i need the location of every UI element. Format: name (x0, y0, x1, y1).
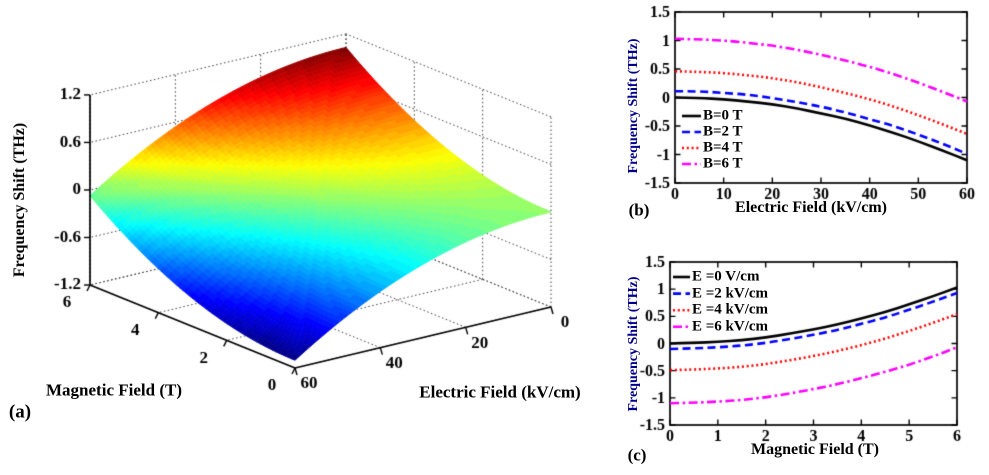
panel-c-xaxis-label: Magnetic Field (T) (751, 441, 879, 458)
panel-c-yaxis-label: Frequency Shift (THz) (626, 276, 641, 412)
legend-label-e0: E =0 V/cm (692, 268, 760, 285)
panel-a-letter: (a) (8, 401, 32, 423)
panel-b-letter: (b) (628, 200, 650, 220)
panel-a-yaxis-label: Electric Field (kV/cm) (419, 382, 581, 402)
line-plot-b-canvas (620, 0, 989, 218)
legend-label-b4: B=4 T (703, 139, 743, 156)
legend-label-b6: B=6 T (703, 155, 743, 172)
legend-label-e6: E =6 kV/cm (692, 318, 769, 335)
panel-c-letter: (c) (627, 445, 647, 465)
surface-plot-canvas (0, 0, 620, 475)
panel-a-zaxis-label: Frequency Shift (THz) (11, 122, 28, 278)
legend-label-e4: E =4 kV/cm (692, 301, 769, 318)
legend-label-e2: E =2 kV/cm (692, 285, 769, 302)
panel-a-xaxis-label: Magnetic Field (T) (46, 380, 182, 400)
line-plot-c-canvas (620, 218, 989, 475)
legend-label-b0: B=0 T (703, 107, 743, 124)
legend-label-b2: B=2 T (703, 123, 743, 140)
panel-b-xaxis-label: Electric Field (kV/cm) (735, 199, 887, 216)
panel-b-yaxis-label: Frequency Shift (THz) (626, 38, 641, 174)
